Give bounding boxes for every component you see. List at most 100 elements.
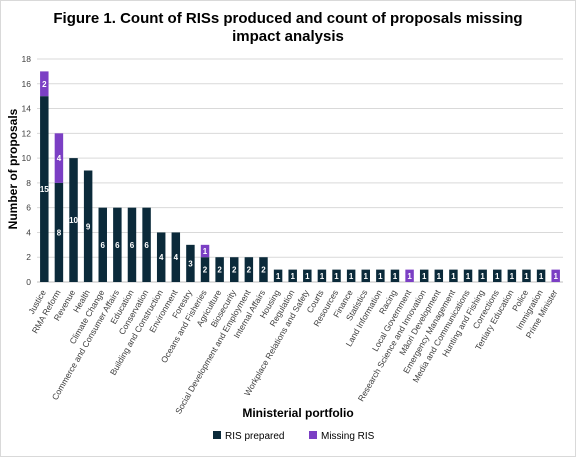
chart-title-line-2: impact analysis	[232, 28, 344, 45]
bar-missing-ris	[54, 133, 64, 183]
bar-ris-prepared	[69, 158, 78, 282]
bar-ris-prepared	[449, 269, 458, 282]
data-label: 1	[378, 272, 383, 281]
bar-missing-ris	[405, 269, 414, 282]
data-label: 1	[305, 272, 310, 281]
y-tick-label: 4	[26, 227, 31, 237]
data-label: 1	[407, 272, 412, 281]
data-label: 1	[553, 272, 558, 281]
data-label: 1	[524, 272, 529, 281]
y-tick-label: 8	[26, 178, 31, 188]
bar-ris-prepared	[361, 269, 370, 282]
bar-ris-prepared	[419, 269, 429, 282]
bar-ris-prepared	[332, 269, 341, 282]
data-label: 1	[510, 272, 515, 281]
legend: RIS prepared Missing RIS	[213, 431, 375, 442]
bar-ris-prepared	[434, 269, 444, 282]
data-label: 1	[539, 272, 544, 281]
y-axis-ticks: 0 2 4 6 8 10 12 14 16 18	[22, 54, 32, 287]
legend-label: RIS prepared	[225, 431, 284, 442]
data-label: 2	[247, 266, 252, 275]
bar-ris-prepared	[171, 232, 181, 282]
bar-ris-prepared	[522, 269, 531, 282]
bar-ris-prepared	[493, 269, 502, 282]
bar-missing-ris	[200, 244, 210, 258]
bar-ris-prepared	[288, 269, 297, 282]
data-label: 6	[115, 241, 120, 250]
data-label: 1	[320, 272, 325, 281]
data-label: 1	[276, 272, 281, 281]
legend-swatch-ris-prepared	[213, 431, 221, 439]
bar-ris-prepared	[463, 269, 473, 282]
data-label: 9	[86, 222, 91, 231]
data-label: 4	[57, 154, 62, 163]
data-label: 1	[203, 247, 208, 256]
bar-ris-prepared	[142, 207, 151, 282]
bar-ris-prepared	[536, 269, 546, 282]
x-axis-title: Ministerial portfolio	[242, 406, 353, 420]
bar-ris-prepared	[113, 207, 122, 282]
bar-ris-prepared	[127, 207, 137, 282]
data-label: 1	[495, 272, 500, 281]
bar-ris-prepared	[98, 207, 107, 282]
data-label: 2	[217, 266, 222, 275]
bar-ris-prepared	[390, 269, 400, 282]
y-tick-label: 0	[26, 277, 31, 287]
data-label: 2	[42, 80, 47, 89]
bar-ris-prepared	[507, 269, 517, 282]
y-tick-label: 10	[22, 153, 32, 163]
data-label: 4	[174, 253, 179, 262]
data-label: 10	[69, 216, 78, 225]
y-tick-label: 2	[26, 252, 31, 262]
y-tick-label: 14	[22, 104, 32, 114]
bar-ris-prepared	[40, 96, 49, 283]
bar-missing-ris	[551, 269, 560, 282]
data-label: 1	[349, 272, 354, 281]
bar-ris-prepared	[244, 257, 254, 282]
data-label: 8	[57, 228, 62, 237]
y-tick-label: 12	[22, 128, 32, 138]
bar-ris-prepared	[259, 257, 268, 282]
bar-ris-prepared	[54, 182, 64, 282]
y-axis-title: Number of proposals	[6, 108, 20, 229]
data-label: 1	[480, 272, 485, 281]
bar-ris-prepared	[156, 232, 166, 282]
data-label: 1	[364, 272, 369, 281]
data-label: 2	[203, 266, 208, 275]
data-label: 2	[232, 266, 237, 275]
bar-ris-prepared	[478, 269, 487, 282]
bar-ris-prepared	[186, 244, 195, 282]
data-label: 6	[130, 241, 135, 250]
data-label: 6	[101, 241, 106, 250]
bar-ris-prepared	[200, 257, 210, 282]
y-tick-label: 18	[22, 54, 32, 64]
data-label: 3	[188, 259, 193, 268]
data-label: 1	[334, 272, 339, 281]
bar-missing-ris	[40, 71, 49, 97]
data-label: 1	[422, 272, 427, 281]
data-label: 4	[159, 253, 164, 262]
data-label: 1	[437, 272, 442, 281]
bar-ris-prepared	[230, 257, 239, 282]
bar-ris-prepared	[376, 269, 385, 282]
bar-ris-prepared	[303, 269, 312, 282]
data-label: 1	[466, 272, 471, 281]
data-label: 2	[261, 266, 266, 275]
y-tick-label: 16	[22, 79, 32, 89]
bar-ris-prepared	[83, 170, 93, 282]
data-label: 1	[451, 272, 456, 281]
data-label: 1	[393, 272, 398, 281]
bar-ris-prepared	[346, 269, 356, 282]
chart-title-line-1: Figure 1. Count of RISs produced and cou…	[53, 10, 522, 27]
bar-ris-prepared	[273, 269, 283, 282]
data-label: 15	[40, 185, 49, 194]
legend-swatch-missing-ris	[309, 431, 317, 439]
bar-ris-prepared	[215, 257, 224, 282]
bar-ris-prepared	[317, 269, 327, 282]
data-label: 6	[144, 241, 149, 250]
data-label: 1	[290, 272, 295, 281]
y-tick-label: 6	[26, 203, 31, 213]
